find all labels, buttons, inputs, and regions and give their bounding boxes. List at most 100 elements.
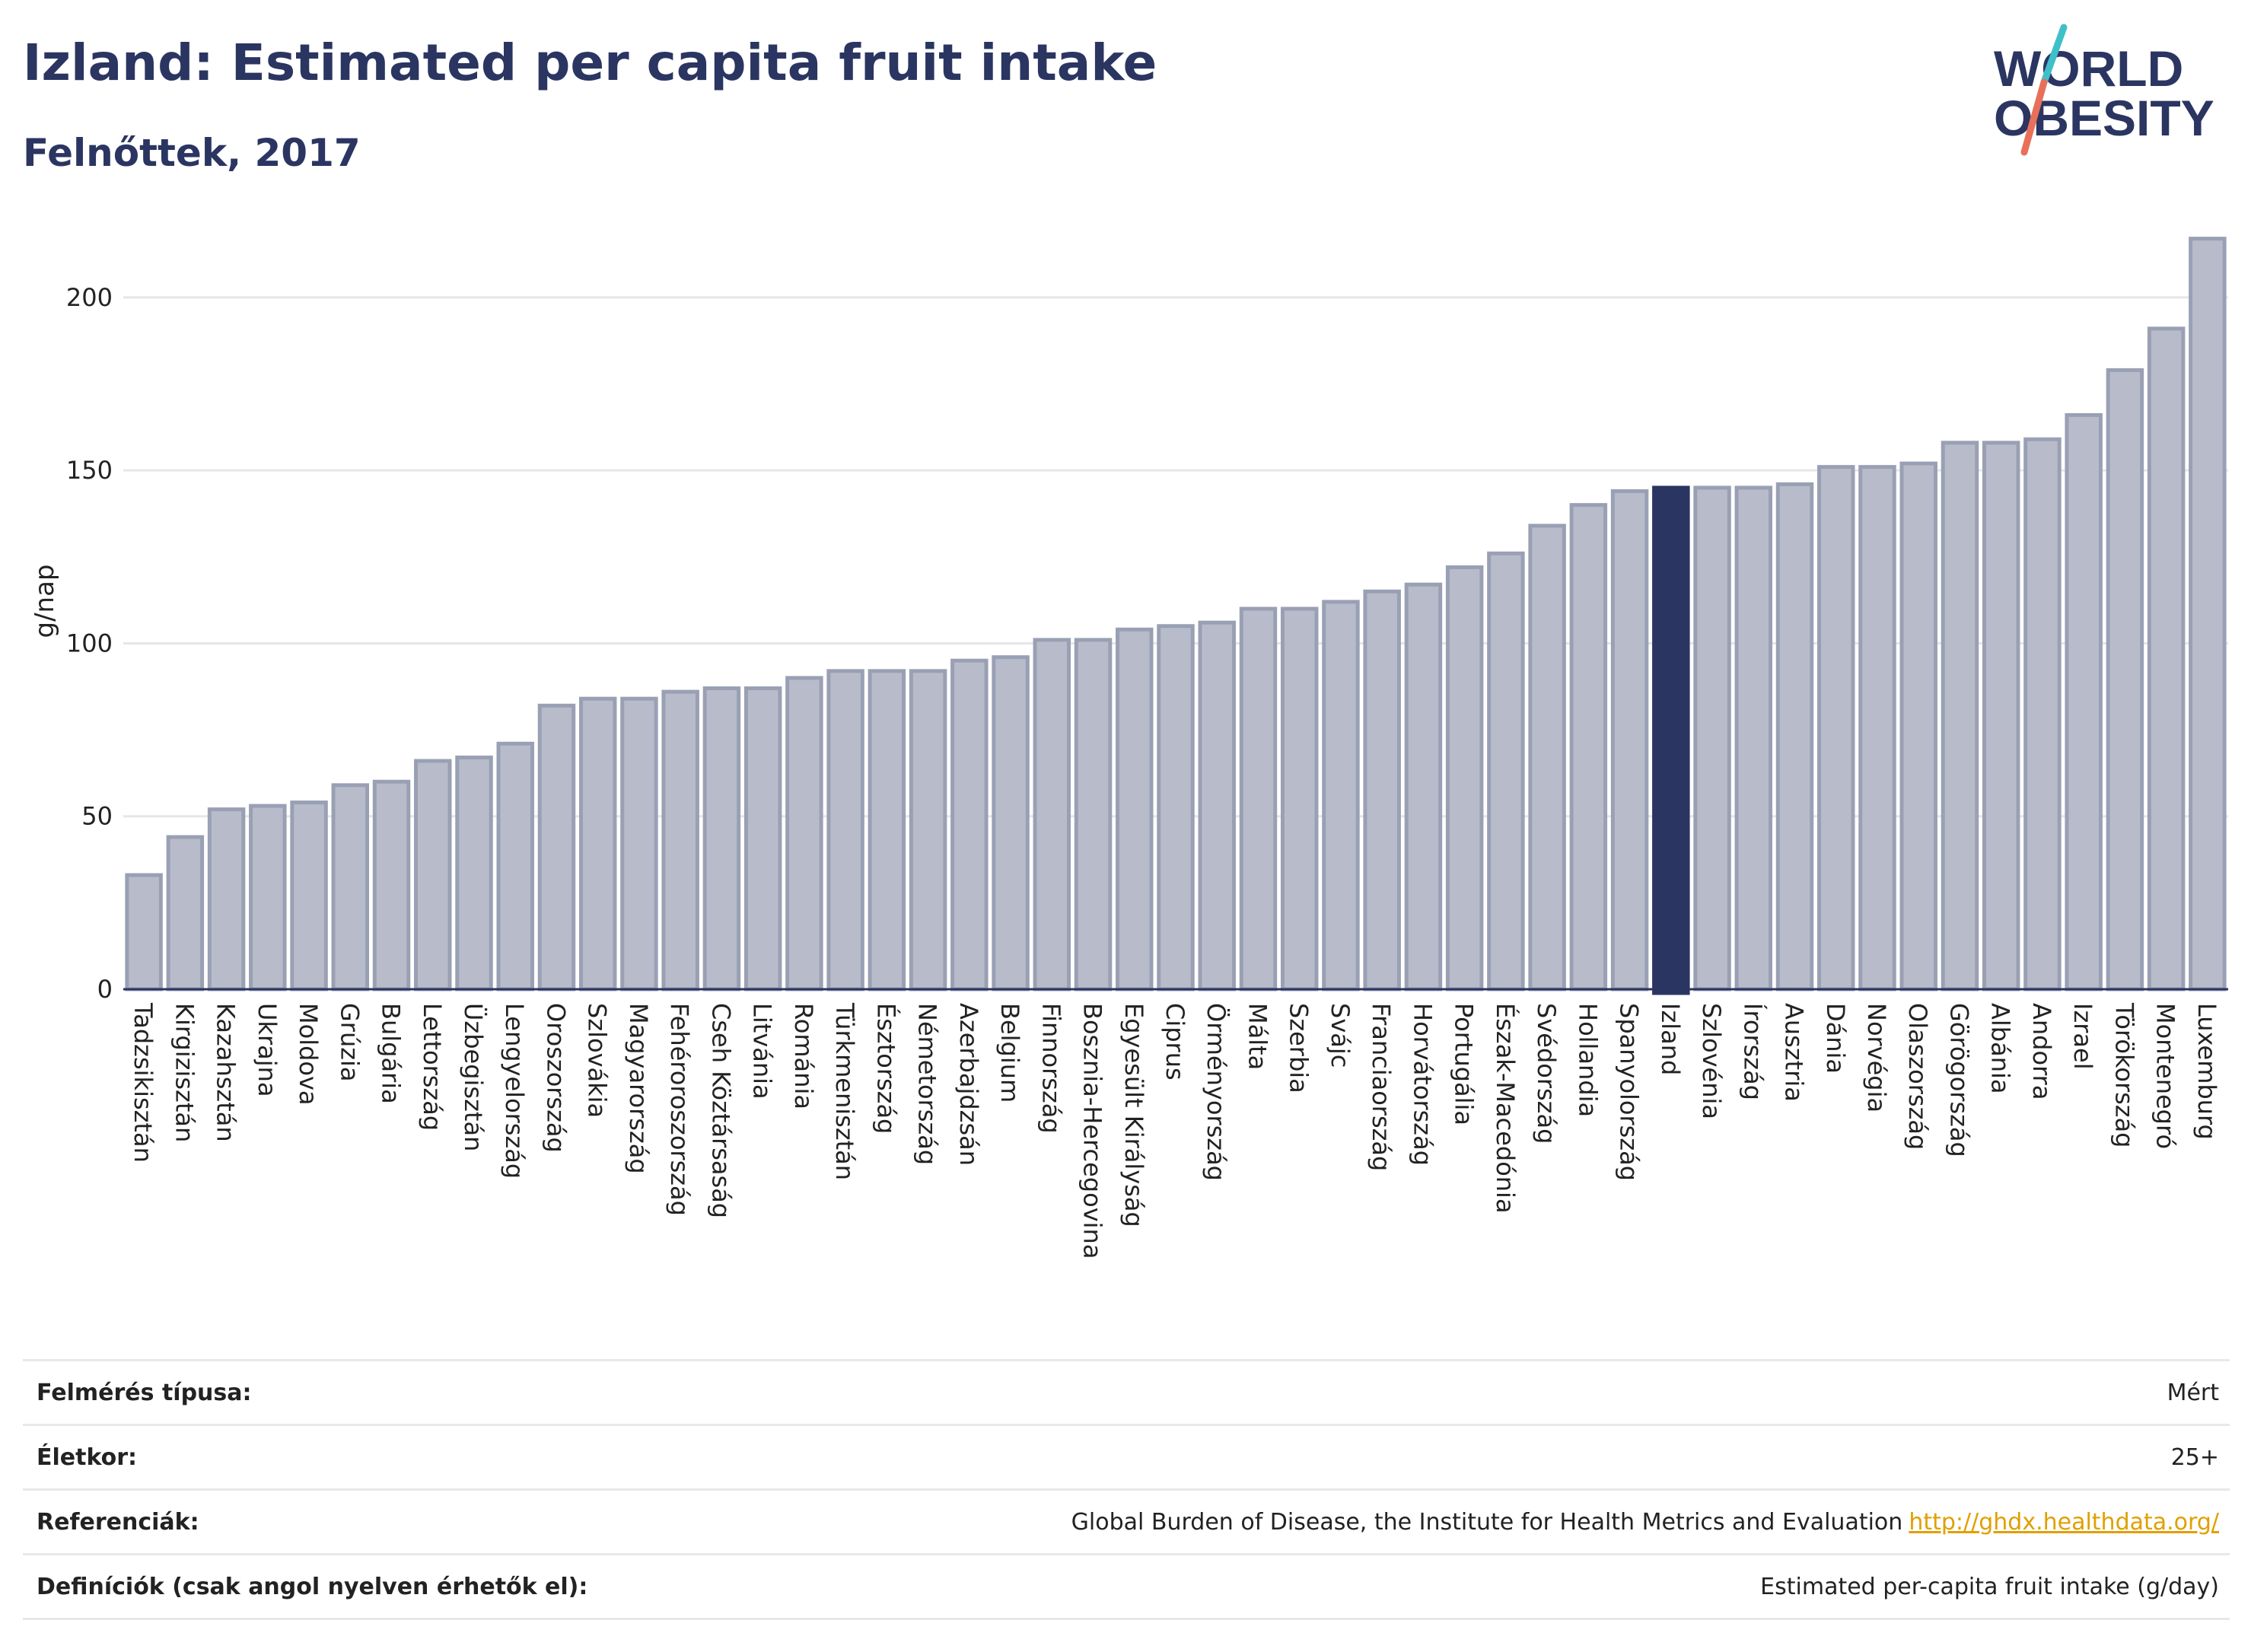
- x-tick-label: Szerbia: [1285, 1003, 1313, 1093]
- chart-subtitle: Felnőttek, 2017: [23, 131, 361, 175]
- x-tick-label: Görögország: [1944, 1003, 1973, 1157]
- x-tick-label: Lettország: [418, 1003, 447, 1131]
- bar: [1445, 565, 1484, 992]
- x-tick-label: Norvégia: [1862, 1003, 1891, 1112]
- x-tick-label: Izrael: [2068, 1003, 2097, 1070]
- info-row-survey-type: Felmérés típusa: Mért: [23, 1359, 2230, 1424]
- bar: [290, 801, 328, 992]
- bar: [1569, 503, 1608, 992]
- x-tick-label: Belgium: [995, 1003, 1024, 1103]
- bar: [2023, 437, 2062, 992]
- bar: [2065, 412, 2103, 992]
- info-row-age: Életkor: 25+: [23, 1424, 2230, 1488]
- info-value: Mért: [2167, 1379, 2219, 1406]
- bar: [537, 703, 576, 992]
- info-value: Estimated per-capita fruit intake (g/day…: [1760, 1573, 2219, 1600]
- bar: [1528, 524, 1566, 992]
- x-tick-label: Szlovénia: [1697, 1003, 1726, 1119]
- bar: [2189, 237, 2227, 992]
- bar: [992, 655, 1030, 992]
- x-tick-label: Szlovákia: [583, 1003, 612, 1118]
- bar: [166, 835, 205, 992]
- bar: [249, 804, 287, 992]
- info-label: Felmérés típusa:: [37, 1379, 252, 1406]
- x-tick-label: Franciaország: [1367, 1003, 1396, 1171]
- x-tick-label: Málta: [1243, 1003, 1272, 1070]
- bar: [1899, 461, 1937, 992]
- x-tick-label: Horvátország: [1408, 1003, 1437, 1166]
- x-tick-label: Moldova: [294, 1003, 323, 1106]
- info-row-references: Referenciák: Global Burden of Disease, t…: [23, 1488, 2230, 1553]
- bar: [909, 669, 947, 992]
- bar: [2106, 368, 2144, 992]
- x-tick-label: Svédország: [1532, 1003, 1561, 1144]
- y-tick-label: 0: [97, 975, 113, 1004]
- x-axis-labels: Tadzsikisztán Kirgizisztán Kazahsztán Ukraj…: [129, 1002, 2221, 1259]
- bar: [1693, 485, 1731, 992]
- x-tick-label: Hollandia: [1573, 1003, 1602, 1117]
- x-tick-label: Montenegró: [2151, 1003, 2180, 1149]
- bar: [1363, 589, 1401, 992]
- bar: [1487, 551, 1525, 992]
- info-row-definitions: Definíciók (csak angol nyelven érhetők e…: [23, 1553, 2230, 1620]
- info-label: Definíciók (csak angol nyelven érhetők e…: [37, 1573, 588, 1600]
- bar: [2147, 326, 2186, 992]
- x-tick-label: Litvánia: [748, 1003, 777, 1100]
- x-tick-label: Izland: [1656, 1003, 1685, 1075]
- info-label: Életkor:: [37, 1444, 138, 1471]
- x-tick-label: Ausztria: [1780, 1003, 1809, 1102]
- bar: [620, 696, 658, 992]
- bar: [950, 658, 989, 992]
- bar: [1280, 606, 1319, 992]
- bar: [1116, 627, 1154, 992]
- bar-highlighted: [1652, 485, 1690, 995]
- info-value-wrapper: Global Burden of Disease, the Institute …: [1071, 1509, 2230, 1536]
- x-tick-label: Cseh Köztársaság: [706, 1003, 735, 1218]
- bar: [1239, 606, 1278, 992]
- y-axis-label: g/nap: [30, 564, 60, 638]
- x-tick-label: Türkmenisztán: [830, 1002, 859, 1180]
- y-tick-label: 200: [66, 283, 113, 312]
- x-tick-label: Luxemburg: [2192, 1003, 2221, 1140]
- bar: [1074, 638, 1113, 992]
- x-tick-label: Andorra: [2027, 1003, 2056, 1100]
- bar: [1858, 465, 1896, 992]
- info-label: Referenciák:: [37, 1508, 199, 1536]
- bar: [1322, 600, 1360, 992]
- bar: [1157, 624, 1195, 992]
- x-tick-label: Portugália: [1450, 1003, 1479, 1125]
- bar: [414, 759, 452, 992]
- x-tick-label: Grúzia: [335, 1003, 364, 1082]
- x-tick-label: Spanyolország: [1615, 1003, 1644, 1181]
- reference-link[interactable]: http://ghdx.healthdata.org/: [1909, 1508, 2219, 1536]
- x-tick-label: Németország: [913, 1003, 942, 1165]
- x-tick-label: Svájc: [1326, 1003, 1355, 1068]
- x-tick-label: Albánia: [1986, 1003, 2015, 1093]
- bar: [1198, 620, 1236, 992]
- y-tick-label: 100: [66, 629, 113, 657]
- x-tick-label: Írország: [1738, 1003, 1767, 1100]
- bar: [125, 873, 163, 992]
- bar: [785, 676, 823, 992]
- bar: [455, 755, 493, 992]
- x-tick-label: Finnország: [1036, 1003, 1065, 1134]
- bar: [1404, 582, 1443, 992]
- reference-text: Global Burden of Disease, the Institute …: [1071, 1508, 1903, 1536]
- bars: [125, 237, 2227, 995]
- info-value: 25+: [2170, 1444, 2219, 1471]
- x-tick-label: Észtország: [871, 1003, 900, 1134]
- x-tick-label: Ukrajna: [253, 1003, 282, 1097]
- bar: [1775, 482, 1814, 992]
- y-tick-label: 150: [66, 456, 113, 485]
- bar: [331, 783, 370, 992]
- x-tick-label: Kazahsztán: [212, 1003, 240, 1142]
- x-tick-label: Törökország: [2109, 1002, 2138, 1147]
- bar: [372, 779, 411, 992]
- bar: [868, 669, 906, 992]
- x-tick-label: Ciprus: [1161, 1003, 1189, 1081]
- bar: [743, 686, 782, 992]
- x-tick-label: Olaszország: [1903, 1003, 1932, 1150]
- x-tick-label: Észak-Macedónia: [1491, 1003, 1520, 1214]
- bar: [1734, 485, 1773, 992]
- bar: [207, 807, 246, 992]
